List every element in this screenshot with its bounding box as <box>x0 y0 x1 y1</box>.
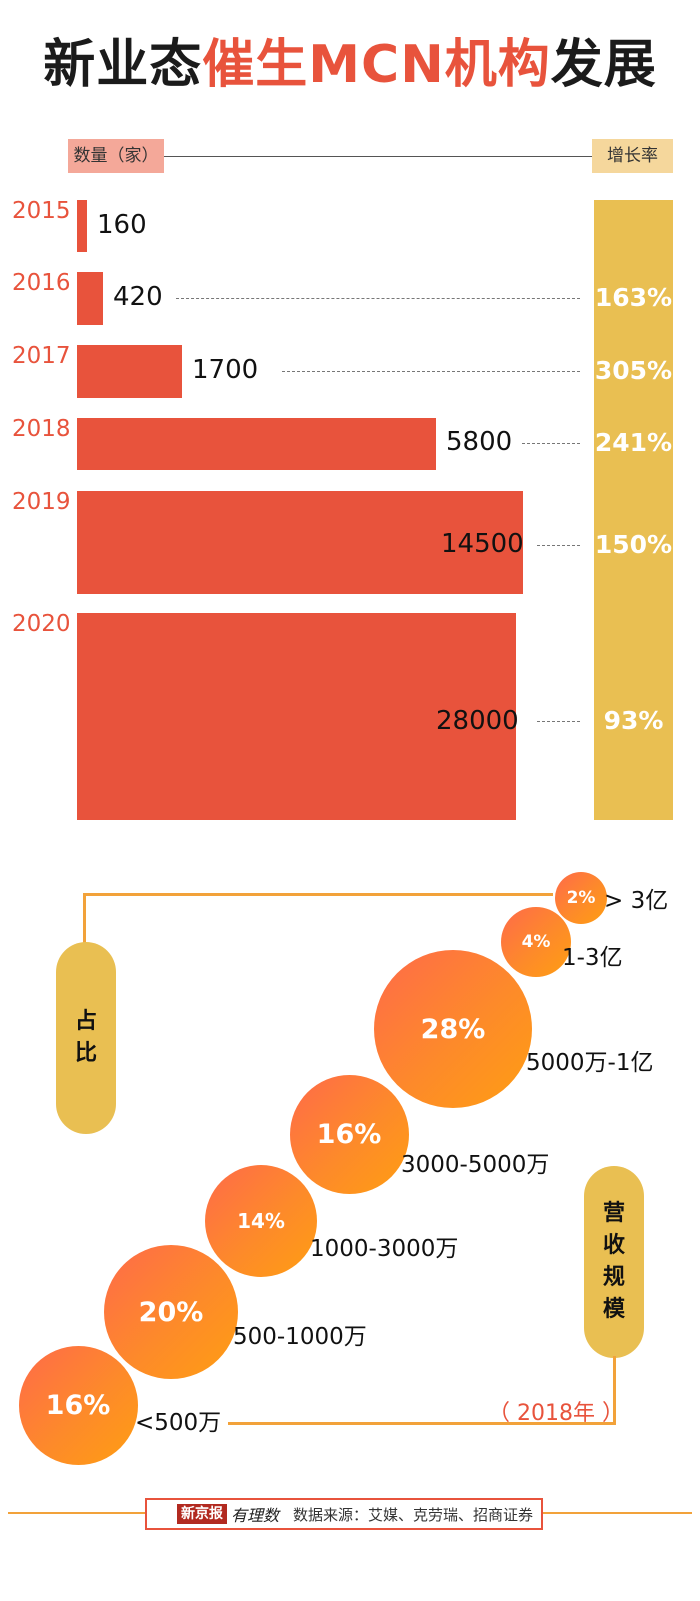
share-label-char: 占 <box>74 1009 97 1034</box>
leader-line <box>176 297 580 299</box>
share-connector-left <box>83 893 86 945</box>
year-label: 2018 <box>12 416 71 442</box>
revenue-bracket-label: <500万 <box>135 1410 222 1436</box>
year-label: 2020 <box>12 611 71 637</box>
share-connector-top <box>83 893 553 896</box>
revenue-connector-bottom <box>228 1422 616 1425</box>
bar <box>77 418 436 470</box>
growth-rate-column <box>594 200 673 820</box>
page-title: 新业态催生MCN机构发展 <box>0 22 700 97</box>
growth-rate-label: 305% <box>594 355 673 385</box>
column-logo: 有理数 <box>231 1506 280 1525</box>
revenue-bracket-label: 5000万-1亿 <box>526 1050 654 1076</box>
title-part-2: 催生MCN机构 <box>202 35 551 95</box>
share-bubble: 16% <box>289 1074 409 1194</box>
revenue-bracket-label: 1-3亿 <box>562 945 623 971</box>
bar-value-label: 1700 <box>192 354 259 385</box>
revenue-bracket-label: > 3亿 <box>604 888 669 914</box>
count-header: 数量（家） <box>68 139 164 173</box>
bar-value-label: 5800 <box>446 427 513 457</box>
year-note: （ 2018年 ） <box>488 1401 624 1426</box>
bar-value-label: 160 <box>97 210 147 240</box>
publisher-logo: 新京报 <box>177 1504 227 1524</box>
revenue-label-char: 营 <box>602 1201 625 1226</box>
share-bubble: 2% <box>555 872 607 924</box>
revenue-bracket-label: 500-1000万 <box>233 1324 367 1350</box>
title-part-3: 发展 <box>550 35 657 95</box>
growth-rate-label: 163% <box>594 282 673 312</box>
share-bubble: 20% <box>104 1245 238 1379</box>
revenue-axis-label: 营 收 规 模 <box>584 1166 644 1358</box>
revenue-label-char: 模 <box>602 1297 625 1322</box>
revenue-bracket-label: 1000-3000万 <box>310 1236 459 1262</box>
year-label: 2017 <box>12 343 71 369</box>
share-bubble: 28% <box>374 950 532 1108</box>
data-source: 数据来源：艾媒、克劳瑞、招商证券 <box>293 1505 534 1524</box>
leader-line <box>522 443 580 444</box>
share-bubble: 16% <box>18 1345 138 1465</box>
bar-value-label: 420 <box>113 281 163 312</box>
growth-rate-label: 150% <box>594 530 673 559</box>
revenue-label-char: 收 <box>602 1233 625 1258</box>
leader-line <box>537 721 580 722</box>
bar-value-label: 28000 <box>436 706 519 736</box>
year-label: 2019 <box>12 489 71 515</box>
growth-header: 增长率 <box>592 139 673 173</box>
revenue-connector-right <box>613 1356 616 1424</box>
bar <box>77 613 516 820</box>
footer-credit: 新京报 有理数 数据来源：艾媒、克劳瑞、招商证券 <box>145 1498 543 1530</box>
growth-rate-label: 93% <box>603 706 664 735</box>
title-part-1: 新业态 <box>43 35 203 95</box>
bar <box>77 200 87 252</box>
growth-rate-label: 241% <box>594 428 673 457</box>
bar <box>77 491 523 594</box>
header-rule <box>160 156 594 157</box>
share-label-char: 比 <box>74 1041 97 1066</box>
bar <box>77 272 103 325</box>
share-axis-label: 占 比 <box>56 942 116 1134</box>
year-label: 2015 <box>12 198 71 224</box>
leader-line <box>282 370 580 372</box>
revenue-label-char: 规 <box>602 1265 625 1290</box>
share-bubble: 14% <box>205 1165 317 1277</box>
bar-value-label: 14500 <box>441 529 524 559</box>
bar <box>77 345 182 398</box>
share-bubble: 4% <box>501 907 571 977</box>
leader-line <box>537 545 580 546</box>
revenue-bracket-label: 3000-5000万 <box>401 1152 550 1178</box>
year-label: 2016 <box>12 270 71 296</box>
